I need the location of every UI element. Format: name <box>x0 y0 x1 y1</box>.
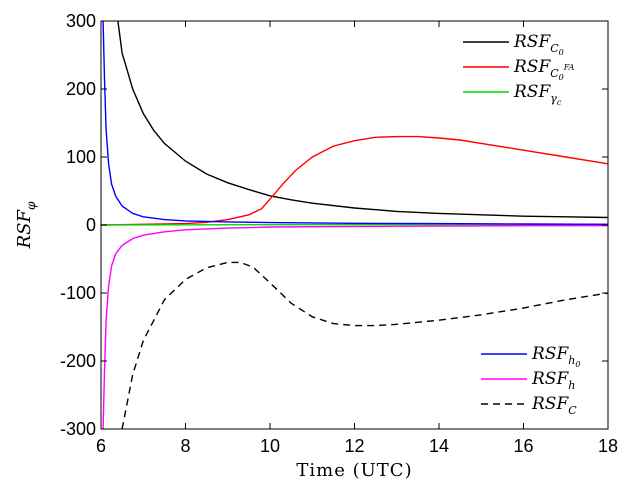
y-axis-label: RSFφ <box>14 201 38 249</box>
legend-label: RSFh0 <box>531 344 580 369</box>
x-tick-label: 14 <box>429 436 449 456</box>
series-line-rsf-h0 <box>102 21 608 225</box>
x-tick-label: 16 <box>513 436 533 456</box>
x-tick-label: 12 <box>344 436 364 456</box>
y-tick-label: -100 <box>60 283 96 303</box>
y-tick-label: -300 <box>60 419 96 439</box>
series-line-rsf-c <box>121 261 608 429</box>
y-tick-label: -200 <box>60 351 96 371</box>
legend-label: RSFC0FA <box>513 57 575 82</box>
legend-label: RSFC0 <box>513 32 564 57</box>
x-tick-label: 6 <box>96 436 106 456</box>
y-tick-label: 200 <box>66 79 96 99</box>
x-tick-label: 8 <box>180 436 190 456</box>
series-line-rsf-c0 <box>117 21 608 219</box>
series-line-rsf-h <box>102 225 608 429</box>
y-tick-label: 0 <box>86 215 96 235</box>
y-axis-label-base: RSF <box>14 209 35 250</box>
legend-label: RSFγc <box>513 82 562 107</box>
legend-label: RSFC <box>531 394 577 417</box>
y-tick-label: 300 <box>66 11 96 31</box>
x-tick-label: 18 <box>598 436 618 456</box>
y-axis-label-subscript: φ <box>24 201 38 210</box>
legend-label: RSFh <box>531 369 575 392</box>
axes-layer: 6 8 10 12 14 16 18 -300 -200 -100 0 100 200 300 <box>60 11 618 456</box>
series-layer <box>101 21 608 429</box>
x-axis-label: Time (UTC) <box>296 460 412 481</box>
y-tick-label: 100 <box>66 147 96 167</box>
x-tick-label: 10 <box>260 436 280 456</box>
